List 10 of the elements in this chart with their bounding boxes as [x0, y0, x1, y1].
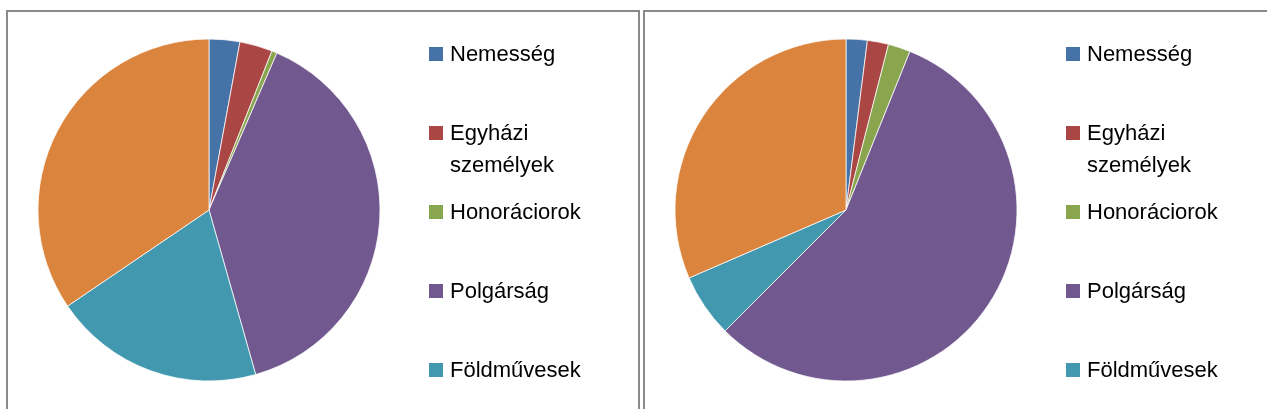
legend-label: Földművesek [450, 357, 581, 382]
legend-label: Egyházi személyek [1087, 120, 1191, 177]
legend-label: Honoráciorok [1087, 199, 1218, 224]
legend-label: Nemesség [450, 41, 556, 66]
legend-label: Polgárság [1087, 278, 1187, 303]
legend-label: Polgárság [450, 278, 550, 303]
legend-label: Földművesek [1087, 357, 1218, 382]
legend-label: Nemesség [1087, 41, 1193, 66]
legend-label: Honoráciorok [450, 199, 581, 224]
legend-label: Egyházi személyek [450, 120, 554, 177]
